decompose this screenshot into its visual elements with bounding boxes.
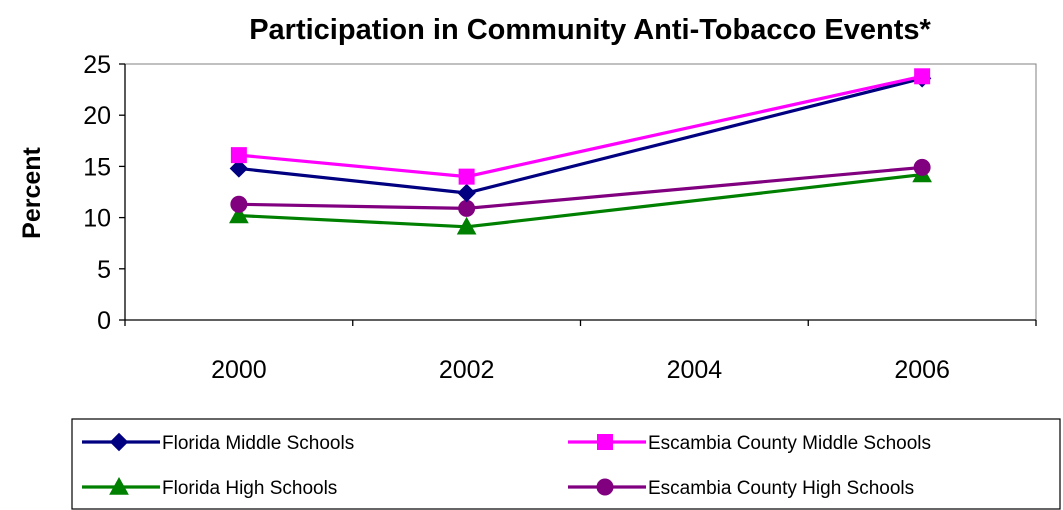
legend-box	[71, 418, 1061, 510]
series-escambia-county-high-schools	[230, 158, 931, 217]
series-layer	[229, 68, 932, 235]
legend-item: Escambia County Middle Schools	[568, 433, 931, 454]
series-escambia-county-middle-schools	[230, 68, 931, 185]
y-axis-label: Percent	[18, 146, 46, 238]
y-tick-label: 25	[83, 51, 111, 79]
series-line	[238, 74, 923, 179]
data-point	[914, 68, 931, 85]
legend-marker	[109, 476, 129, 495]
chart-title: Participation in Community Anti-Tobacco …	[249, 14, 931, 46]
legend-label: Florida High Schools	[162, 478, 337, 499]
data-point	[229, 159, 249, 178]
data-point	[229, 205, 249, 224]
data-point	[458, 168, 475, 185]
legend-marker	[597, 434, 613, 450]
legend-item: Florida Middle Schools	[82, 432, 354, 454]
y-tick-label: 20	[83, 102, 111, 130]
plot-area	[124, 63, 1037, 321]
legend: Florida Middle Schools Escambia County Mi…	[71, 418, 1061, 510]
legend-item: Florida High Schools	[82, 476, 337, 499]
data-point	[230, 147, 247, 164]
y-tick-label: 0	[97, 307, 111, 335]
series-line	[238, 173, 923, 229]
legend-label: Escambia County High Schools	[648, 478, 914, 499]
y-tick-label: 10	[83, 205, 111, 233]
data-point	[913, 158, 931, 176]
series-florida-middle-schools	[229, 69, 932, 203]
legend-marker	[596, 478, 614, 496]
y-tick-label: 15	[83, 153, 111, 181]
legend-label: Florida Middle Schools	[162, 433, 354, 454]
data-point	[230, 195, 248, 213]
legend-label: Escambia County Middle Schools	[648, 433, 931, 454]
data-point	[456, 216, 477, 235]
x-tick-label: 2004	[667, 356, 723, 384]
axes: 0 5 10 15 20 25 2000 2002 2004 2006	[83, 51, 1037, 384]
y-tick-label: 5	[97, 256, 111, 284]
x-tick-label: 2006	[894, 356, 950, 384]
legend-item: Escambia County High Schools	[568, 478, 914, 499]
data-point	[458, 199, 476, 217]
x-tick-label: 2000	[211, 356, 267, 384]
x-tick-label: 2002	[439, 356, 495, 384]
legend-marker	[109, 432, 129, 452]
data-point	[457, 183, 476, 203]
